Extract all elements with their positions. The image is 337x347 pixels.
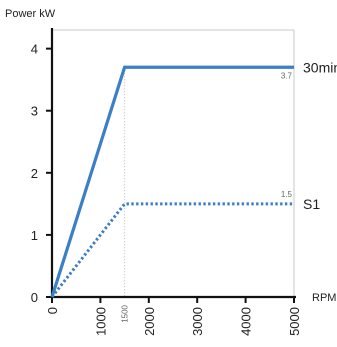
series-end-value-label: 1.5 [281, 190, 293, 199]
y-tick-label: 0 [31, 290, 38, 305]
series-line-s1 [50, 202, 294, 298]
reference-line-label: 1500 [121, 304, 130, 322]
x-tick-label: 2000 [142, 307, 157, 336]
x-tick-label: 1000 [93, 307, 108, 336]
y-tick-label: 2 [31, 166, 38, 181]
x-tick-label: 5000 [287, 307, 302, 336]
y-tick-label: 1 [31, 228, 38, 243]
series-name-label: 30min [303, 59, 337, 75]
y-axis-title: Power kW [5, 8, 56, 20]
x-axis-title: RPM [312, 292, 336, 304]
series-name-label: S1 [303, 196, 320, 212]
series-line-30min [50, 65, 294, 298]
y-tick-label: 3 [31, 104, 38, 119]
x-tick-label: 3000 [190, 307, 205, 336]
y-tick-label: 4 [31, 42, 38, 57]
series-end-value-label: 3.7 [281, 71, 293, 80]
x-tick-label: 0 [45, 307, 60, 314]
x-tick-label: 4000 [239, 307, 254, 336]
